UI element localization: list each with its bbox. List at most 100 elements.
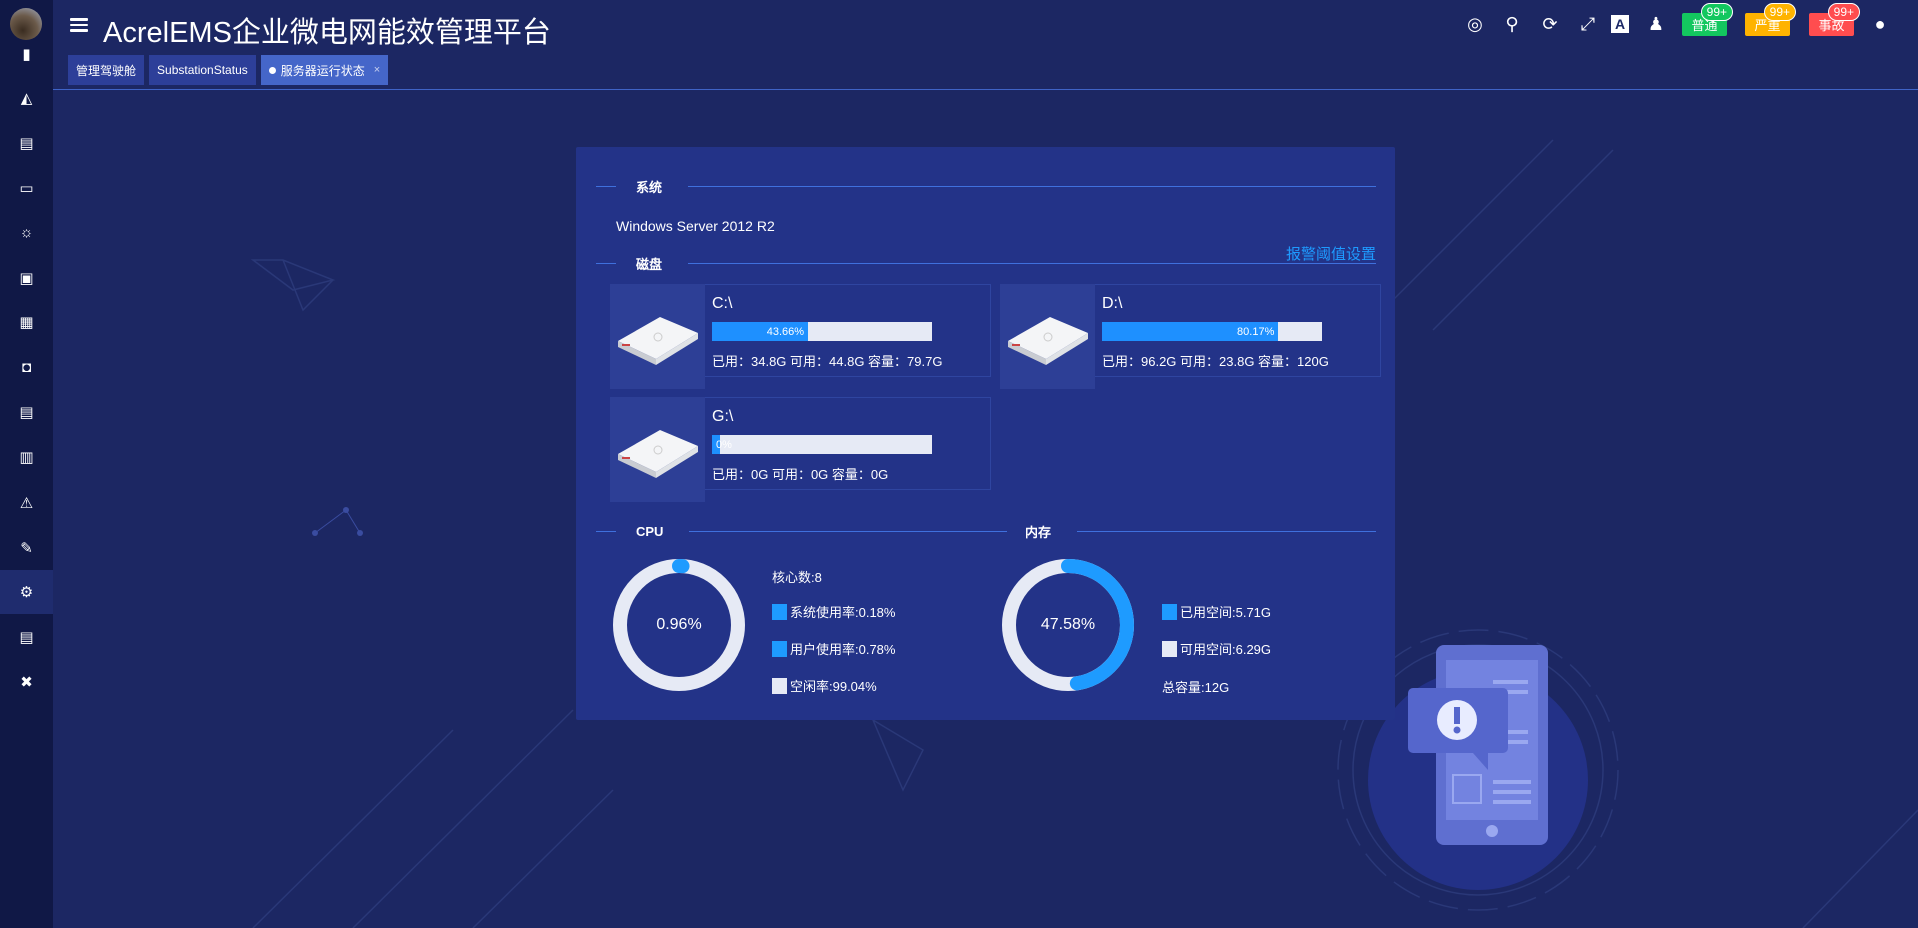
section-title: 磁盘	[636, 256, 663, 272]
hard-drive-icon	[1000, 284, 1095, 389]
monitor-icon: ▭	[19, 180, 34, 197]
refresh-icon[interactable]: ⟳	[1542, 13, 1558, 34]
badge-label: 普通	[1691, 18, 1718, 33]
report-icon: ▤	[19, 135, 34, 152]
camera-icon: ◘	[21, 358, 32, 376]
disk-usage-bar: 0%	[712, 435, 932, 454]
legend-swatch	[772, 603, 787, 620]
memory-donut-chart: 47.58%	[1002, 559, 1134, 691]
section-title: 内存	[1025, 524, 1052, 540]
badge-count: 99+	[1763, 3, 1796, 21]
disk-usage-fill: 80.17%	[1102, 322, 1279, 341]
sidebar-item-camera[interactable]: ◘	[0, 345, 53, 389]
badge-count: 99+	[1827, 3, 1860, 21]
search-icon[interactable]: ⚲	[1505, 13, 1519, 34]
tools-icon: ✖	[20, 674, 33, 691]
document-icon: ▤	[19, 629, 34, 646]
badge-count: 99+	[1700, 3, 1733, 21]
badge-label: 事故	[1818, 18, 1845, 33]
sidebar-item-meter[interactable]: ▣	[0, 256, 53, 300]
disk-name: G:\	[712, 408, 734, 425]
sidebar-item-edit[interactable]: ✎	[0, 526, 53, 570]
legend-label: 系统使用率:0.18%	[790, 605, 896, 620]
legend-item: 可用空间:6.29G	[1162, 639, 1271, 658]
sidebar-item-bar-chart[interactable]: ▮	[0, 32, 53, 76]
alarm-badge-2[interactable]: 事故 99+	[1809, 3, 1860, 36]
tab-label: SubstationStatus	[157, 63, 248, 77]
sidebar-item-tools[interactable]: ✖	[0, 660, 53, 704]
translate-icon[interactable]: A	[1611, 15, 1629, 33]
device-icon: ▤	[19, 404, 34, 421]
legend-item: 空闲率:99.04%	[772, 676, 877, 695]
tab-bar: 管理驾驶舱 SubstationStatus 服务器运行状态 ×	[68, 55, 389, 85]
tab-substation-status[interactable]: SubstationStatus	[149, 55, 256, 85]
sidebar-item-document[interactable]: ▤	[0, 615, 53, 659]
sidebar-item-cabinet[interactable]: ▥	[0, 435, 53, 479]
alarm-badge-0[interactable]: 普通 99+	[1682, 3, 1733, 36]
cpu-donut-chart: 0.96%	[613, 559, 745, 691]
disk-name: D:\	[1102, 295, 1123, 312]
disk-usage-fill: 43.66%	[712, 322, 809, 341]
disk-usage-bar: 80.17%	[1102, 322, 1322, 341]
header: AcrelEMS企业微电网能效管理平台	[53, 0, 1918, 55]
sidebar-item-server-settings[interactable]: ⚙	[0, 570, 53, 614]
solar-panel-icon: ▦	[19, 314, 34, 331]
alert-phone-illustration	[1408, 645, 1548, 845]
lightbulb-icon: ☼	[19, 223, 34, 241]
user-icon[interactable]: ●	[1874, 13, 1886, 34]
cabinet-icon: ▥	[19, 449, 34, 466]
cpu-section-header: CPU	[596, 523, 1007, 539]
sidebar: ▮ ◭ ▤ ▭ ☼ ▣ ▦ ◘ ▤ ▥ ⚠ ✎ ⚙ ▤ ✖	[0, 0, 53, 928]
app-title: AcrelEMS企业微电网能效管理平台	[103, 17, 551, 49]
hard-drive-icon	[610, 397, 705, 502]
legend-swatch	[772, 677, 787, 694]
sidebar-item-solar-panel[interactable]: ▦	[0, 300, 53, 344]
tab-label: 管理驾驶舱	[76, 63, 137, 78]
hard-drive-icon	[610, 284, 705, 389]
help-lifebuoy-icon[interactable]: ◎	[1467, 13, 1483, 34]
sidebar-item-device[interactable]: ▤	[0, 390, 53, 434]
section-title: 系统	[636, 179, 663, 195]
tab-server-status[interactable]: 服务器运行状态 ×	[260, 55, 389, 85]
tab-divider	[53, 89, 1918, 90]
sidebar-item-lightbulb[interactable]: ☼	[0, 210, 53, 254]
sidebar-item-report[interactable]: ▤	[0, 121, 53, 165]
legend-swatch	[772, 640, 787, 657]
sidebar-item-area-chart[interactable]: ◭	[0, 76, 53, 120]
disk-card: G:\ 0% 已用：0G 可用：0G 容量：0G	[610, 397, 991, 502]
avatar[interactable]	[10, 8, 42, 40]
server-status-panel: 系统 Windows Server 2012 R2 磁盘 报警阈值设置 C:\ …	[576, 147, 1395, 720]
legend-label: 已用空间:5.71G	[1180, 605, 1272, 620]
disk-name: C:\	[712, 295, 733, 312]
legend-item: 系统使用率:0.18%	[772, 602, 895, 621]
memory-usage-arc	[1002, 559, 1134, 691]
sidebar-item-monitor[interactable]: ▭	[0, 166, 53, 210]
disk-card: C:\ 43.66% 已用：34.8G 可用：44.8G 容量：79.7G	[610, 284, 991, 389]
legend-item: 已用空间:5.71G	[1162, 602, 1271, 621]
system-section-header: 系统	[596, 178, 1376, 195]
tab-cockpit[interactable]: 管理驾驶舱	[68, 55, 145, 85]
alarm-threshold-link[interactable]: 报警阈值设置	[1285, 246, 1376, 263]
disk-stats: 已用：34.8G 可用：44.8G 容量：79.7G	[712, 354, 943, 369]
server-settings-icon: ⚙	[19, 584, 34, 601]
close-icon[interactable]: ×	[373, 64, 381, 76]
legend-swatch	[1162, 640, 1177, 657]
memory-usage-value: 47.58%	[1040, 616, 1096, 633]
disk-usage-bar: 43.66%	[712, 322, 932, 341]
cpu-usage-arc	[613, 559, 745, 691]
menu-toggle-icon[interactable]	[70, 18, 88, 32]
cpu-cores: 核心数:8	[772, 570, 822, 585]
memory-section-header: 内存	[1007, 523, 1376, 540]
badge-label: 严重	[1754, 18, 1781, 33]
legend-swatch	[1162, 603, 1177, 620]
bar-chart-icon: ▮	[22, 46, 31, 63]
fullscreen-icon[interactable]: ⤢	[1580, 13, 1596, 34]
legend-item: 用户使用率:0.78%	[772, 639, 895, 658]
disk-section-header: 磁盘	[596, 255, 1376, 272]
area-chart-icon: ◭	[20, 90, 33, 107]
legend-label: 空闲率:99.04%	[790, 679, 877, 694]
sidebar-item-alarm-light[interactable]: ⚠	[0, 481, 53, 525]
alarm-badge-1[interactable]: 严重 99+	[1745, 3, 1796, 36]
alarm-light-icon: ⚠	[19, 495, 34, 512]
theme-shirt-icon[interactable]: ♟	[1647, 13, 1665, 34]
